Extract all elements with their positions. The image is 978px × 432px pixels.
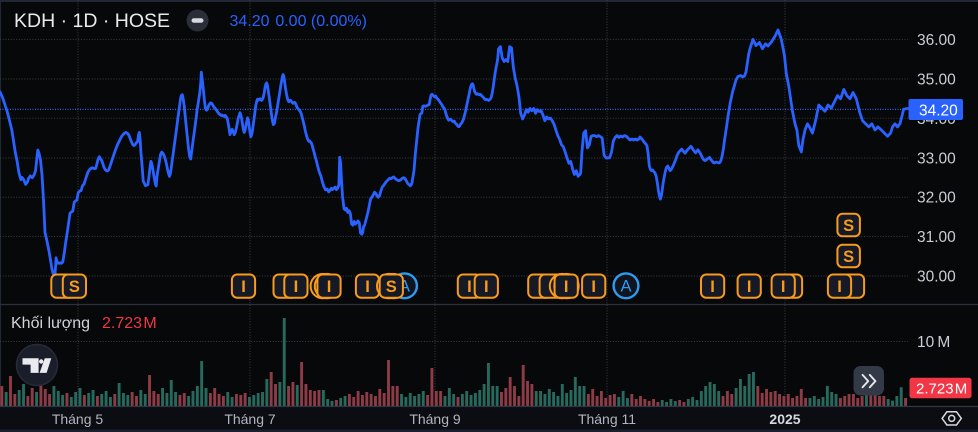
svg-text:A: A — [620, 278, 631, 296]
svg-text:2.723 M: 2.723 M — [916, 381, 967, 398]
svg-text:2025: 2025 — [769, 411, 800, 427]
svg-text:34.20 0.00 (0.00%): 34.20 0.00 (0.00%) — [230, 13, 367, 30]
svg-text:Tháng 7: Tháng 7 — [224, 411, 276, 427]
svg-text:I: I — [365, 278, 370, 296]
svg-text:I: I — [241, 278, 246, 296]
svg-text:30.00: 30.00 — [917, 269, 956, 286]
svg-text:I: I — [484, 278, 489, 296]
svg-text:2.723 M: 2.723 M — [102, 315, 157, 332]
svg-text:31.00: 31.00 — [917, 229, 956, 246]
svg-text:10 M: 10 M — [917, 334, 950, 351]
svg-text:KDH · 1D · HOSE: KDH · 1D · HOSE — [14, 10, 170, 32]
svg-text:32.00: 32.00 — [917, 190, 956, 207]
svg-text:Tháng 11: Tháng 11 — [578, 411, 636, 427]
svg-text:A: A — [399, 278, 410, 296]
svg-text:Tháng 9: Tháng 9 — [409, 411, 461, 427]
svg-text:I: I — [467, 278, 472, 296]
svg-text:I: I — [837, 278, 842, 296]
svg-text:I: I — [781, 278, 786, 296]
svg-text:S: S — [69, 278, 80, 296]
svg-text:Khối lượng: Khối lượng — [11, 315, 90, 332]
svg-text:36.00: 36.00 — [917, 32, 956, 49]
svg-text:I: I — [710, 278, 715, 296]
svg-text:Tháng 5: Tháng 5 — [52, 411, 104, 427]
svg-text:I: I — [591, 278, 596, 296]
svg-text:I: I — [564, 278, 569, 296]
svg-text:35.00: 35.00 — [917, 72, 956, 89]
svg-text:S: S — [843, 248, 854, 266]
svg-text:34.20: 34.20 — [919, 102, 958, 119]
svg-text:I: I — [294, 278, 299, 296]
svg-text:I: I — [327, 278, 332, 296]
svg-text:S: S — [386, 278, 397, 296]
svg-text:S: S — [843, 217, 854, 235]
svg-text:I: I — [747, 278, 752, 296]
svg-text:33.00: 33.00 — [917, 151, 956, 168]
